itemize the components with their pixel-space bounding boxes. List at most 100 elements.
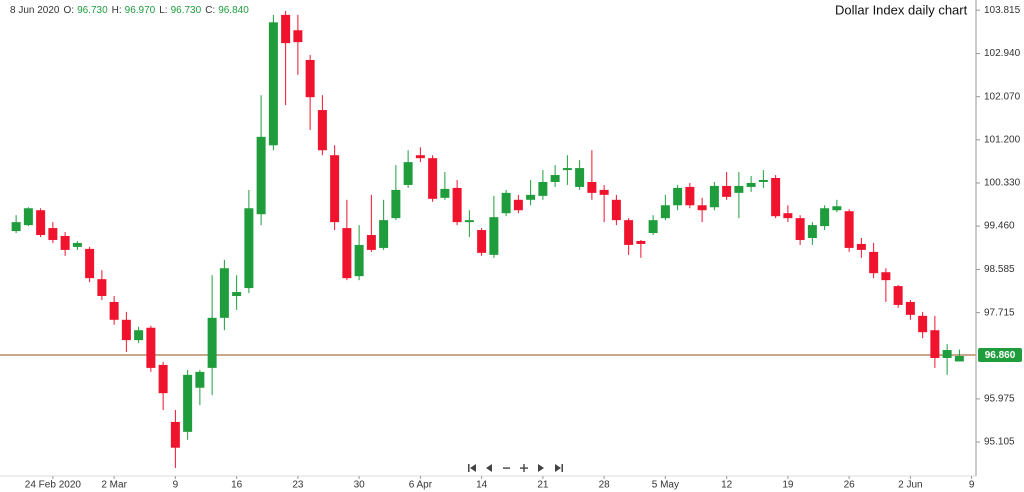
nav-zoom-out[interactable] [503,467,510,469]
candle-body [109,301,119,320]
candle-body [942,350,952,358]
x-tick-label: 12 [721,480,733,491]
nav-last[interactable] [555,464,563,472]
candle-body [415,155,425,159]
candle-body [134,330,144,341]
candle-body [905,301,915,315]
header-field-value: 96.970 [125,5,156,16]
candle-body [562,168,572,171]
candle-body [709,185,719,208]
candle-body [820,208,830,227]
candle-body [244,208,254,289]
candle-body [844,211,854,248]
x-tick-label: 9 [173,480,179,491]
candle-body [771,178,781,217]
x-tick-label: 16 [231,480,243,491]
candle-body [170,421,180,448]
candle-body [330,155,340,223]
navigation [468,464,563,472]
candle-body [391,189,401,219]
candle-body [305,59,315,98]
candle-body [342,228,352,279]
candle-body [256,136,266,215]
candle-body [758,179,768,182]
candle-body [366,235,376,250]
ohlc-header: 8 Jun 2020 O: 96.730 H: 96.970 L: 96.730 C: 96.8… [10,5,249,16]
candle-body [685,186,695,206]
candle-body [379,220,389,248]
header-field-value: 96.840 [218,5,249,16]
nav-prev[interactable] [486,464,492,472]
x-tick-label: 30 [354,480,366,491]
candle-body [183,374,193,432]
candle-body [85,248,95,279]
y-tick-label: 97.715 [984,307,1015,318]
candle-body [575,168,585,187]
candle-body [464,220,474,223]
candle-body [72,242,82,247]
candle-body [207,317,217,368]
candle-body [293,30,303,43]
nav-next[interactable] [538,464,544,472]
y-tick-label: 100.330 [984,178,1021,189]
candle-body [60,236,70,250]
x-tick-label: 2 Mar [101,480,127,491]
candle-body [881,272,891,281]
nav-first[interactable] [468,464,476,472]
y-tick-label: 99.460 [984,221,1015,232]
candle-body [36,210,46,236]
x-tick-label: 21 [537,480,549,491]
candle-body [526,194,536,200]
candle-body [611,199,621,221]
candle-body [636,240,646,244]
candle-body [783,213,793,219]
candle-body [452,187,462,223]
candle-body [856,243,866,250]
candle-body [440,188,450,198]
candle-body [232,292,242,297]
y-tick-label: 101.200 [984,134,1021,145]
candle-body [599,189,609,195]
x-tick-label: 24 Feb 2020 [25,480,82,491]
x-tick-label: 23 [292,480,304,491]
candle-body [489,217,499,255]
candle-body [195,371,205,388]
y-tick-label: 103.815 [984,5,1021,16]
candle-body [403,162,413,185]
candle-body [219,268,229,318]
candle-body [697,205,707,211]
candle-body [832,206,842,211]
candle-body [660,205,670,219]
y-tick-label: 102.940 [984,48,1021,59]
candle-body [746,182,756,187]
candle-body [317,110,327,151]
candle-body [795,218,805,240]
header-field-value: 96.730 [77,5,108,16]
candle-body [587,181,597,193]
candle-body [918,315,928,333]
header-date: 8 Jun 2020 [10,5,60,16]
candle-body [146,327,156,368]
x-tick-label: 26 [844,480,856,491]
candle-body [538,181,548,196]
candle-body [807,225,817,238]
candle-body [501,192,511,214]
candle-body [11,222,21,232]
y-tick-label: 102.070 [984,91,1021,102]
y-tick-label: 95.105 [984,437,1015,448]
candle-body [268,22,278,146]
header-field-label: H: [112,5,122,16]
candle-body [158,364,168,394]
header-field-value: 96.730 [171,5,202,16]
candle-body [477,230,487,253]
y-tick-label: 98.585 [984,264,1015,275]
x-tick-label: 2 Jun [898,480,922,491]
candle-body [624,220,634,245]
candle-body [893,286,903,305]
nav-zoom-in[interactable] [520,464,528,472]
candle-body [121,319,131,341]
x-tick-label: 6 Apr [409,480,433,491]
x-tick-label: 14 [476,480,488,491]
